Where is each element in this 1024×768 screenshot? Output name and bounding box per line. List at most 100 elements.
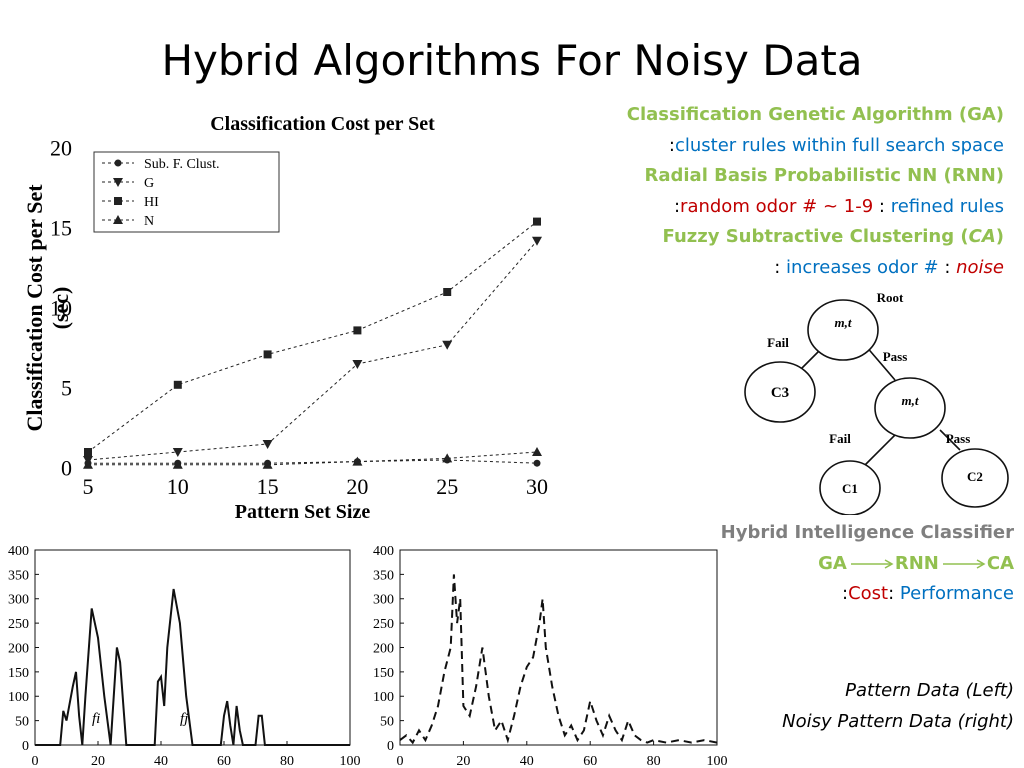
annotation: fi bbox=[92, 711, 100, 727]
marker bbox=[264, 459, 272, 467]
note-text: cluster rules within full search space bbox=[674, 134, 1004, 156]
note-text: ) bbox=[995, 226, 1004, 247]
caption: Pattern Data (Left) bbox=[845, 680, 1014, 701]
marker bbox=[352, 360, 363, 369]
marker bbox=[172, 459, 183, 469]
legend-label: HI bbox=[144, 195, 159, 210]
plot-frame bbox=[34, 549, 351, 746]
arrow bbox=[942, 558, 986, 569]
marker bbox=[533, 217, 541, 226]
y-tick-label: 250 bbox=[8, 617, 29, 632]
marker bbox=[442, 340, 453, 350]
marker bbox=[114, 197, 122, 205]
x-tick-label: 0 bbox=[32, 754, 39, 768]
edge-label: Fail bbox=[829, 431, 851, 446]
plot-frame bbox=[399, 549, 718, 746]
edge bbox=[939, 429, 961, 451]
x-tick-label: 40 bbox=[520, 754, 534, 768]
step: CA bbox=[986, 552, 1014, 574]
marker bbox=[113, 178, 123, 187]
marker bbox=[84, 459, 92, 467]
arrow bbox=[850, 558, 894, 569]
note-text: increases odor # bbox=[785, 256, 939, 278]
note-text: CA bbox=[968, 226, 996, 247]
classifier-steps: GA RNN CA bbox=[721, 549, 1014, 580]
note-text: random odor # ~ 1-9 bbox=[680, 195, 874, 217]
y-tick-label: 150 bbox=[8, 666, 29, 681]
marker bbox=[353, 326, 362, 335]
marker bbox=[352, 456, 363, 466]
note-text: refined rules bbox=[890, 195, 1004, 217]
note-text: : bbox=[873, 195, 891, 217]
y-tick-label: 20 bbox=[50, 136, 72, 161]
legend-label: G bbox=[144, 176, 154, 191]
marker bbox=[262, 459, 273, 469]
marker bbox=[172, 448, 183, 457]
text: Performance bbox=[894, 583, 1014, 604]
y-tick-label: 50 bbox=[15, 715, 29, 730]
node-label: C1 bbox=[842, 481, 858, 496]
y-tick-label: 0 bbox=[387, 739, 394, 754]
note: Fuzzy Subtractive Clustering (CA) bbox=[627, 222, 1004, 253]
legend-box bbox=[93, 151, 280, 233]
text: Cost bbox=[848, 583, 889, 604]
x-tick-label: 10 bbox=[167, 474, 189, 499]
x-tick-label: 100 bbox=[707, 754, 728, 768]
classifier: Hybrid Intelligence Classifier GA RNN CA :… bbox=[721, 518, 1014, 610]
classifier-line: :Cost: Performance bbox=[721, 579, 1014, 610]
marker bbox=[263, 350, 272, 359]
marker bbox=[443, 288, 452, 296]
y-tick-label: 0 bbox=[61, 456, 72, 481]
root-label: Root bbox=[877, 290, 904, 305]
marker bbox=[114, 159, 122, 167]
marker bbox=[443, 456, 451, 464]
node bbox=[819, 460, 881, 515]
x-tick-label: 25 bbox=[436, 474, 458, 499]
y-tick-label: 300 bbox=[373, 593, 394, 608]
x-tick-label: 20 bbox=[456, 754, 470, 768]
tree-diagram: Root m,t C3 m,t C1 C2 Fail Pass Fail Pas… bbox=[744, 290, 1009, 515]
series-line bbox=[399, 574, 718, 745]
y-tick-label: 200 bbox=[373, 641, 394, 656]
node-label: m,t bbox=[902, 393, 919, 408]
note-text: : bbox=[668, 134, 675, 156]
y-tick-label: 350 bbox=[373, 568, 394, 583]
y-tick-label: 400 bbox=[8, 544, 29, 559]
marker bbox=[113, 215, 123, 224]
slide-title: Hybrid Algorithms For Noisy Data bbox=[161, 36, 863, 85]
chart-title: Classification Cost per Set bbox=[210, 113, 435, 135]
node bbox=[941, 448, 1009, 508]
marker bbox=[173, 380, 182, 389]
note-text: : bbox=[774, 256, 786, 278]
marker bbox=[442, 453, 453, 463]
note: : increases odor # : noise bbox=[627, 253, 1004, 284]
marker bbox=[532, 447, 542, 456]
marker bbox=[83, 459, 93, 469]
edge bbox=[864, 434, 896, 466]
legend-label: Sub. F. Clust. bbox=[144, 157, 220, 172]
y-tick-label: 250 bbox=[373, 617, 394, 632]
note-text: : bbox=[673, 195, 681, 217]
y-tick-label: 400 bbox=[373, 544, 394, 559]
node bbox=[807, 299, 879, 361]
x-tick-label: 100 bbox=[340, 754, 361, 768]
notes: Classification Genetic Algorithm (GA) :c… bbox=[627, 100, 1004, 283]
x-tick-label: 20 bbox=[346, 474, 368, 499]
x-tick-label: 60 bbox=[583, 754, 597, 768]
edge bbox=[864, 344, 896, 381]
y-tick-label: 350 bbox=[8, 568, 29, 583]
node-label: m,t bbox=[835, 315, 852, 330]
caption: Noisy Pattern Data (right) bbox=[782, 710, 1014, 732]
marker bbox=[174, 459, 182, 467]
note-text: Classification Genetic Algorithm (GA) bbox=[626, 104, 1004, 125]
note-text: : bbox=[938, 256, 957, 278]
series-line bbox=[88, 451, 538, 466]
note-text: Fuzzy Subtractive Clustering ( bbox=[662, 226, 969, 247]
y-tick-label: 100 bbox=[373, 690, 394, 705]
x-tick-label: 40 bbox=[154, 754, 168, 768]
legend-label: N bbox=[144, 214, 154, 229]
captions: Pattern Data (Left) Noisy Pattern Data (… bbox=[782, 676, 1014, 737]
text: : bbox=[888, 583, 895, 604]
x-tick-label: 0 bbox=[397, 754, 404, 768]
node bbox=[874, 377, 946, 439]
